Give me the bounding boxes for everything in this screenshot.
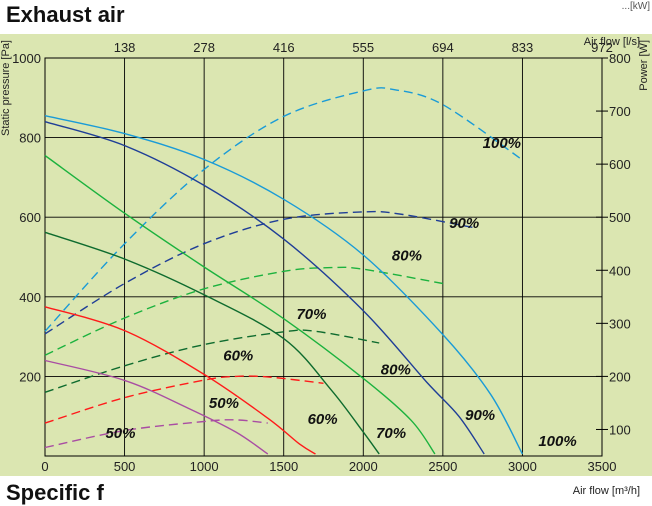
x-tick-label-bottom: 500 [114, 459, 136, 474]
y-tick-label-right: 400 [609, 263, 631, 278]
y-tick-label-right: 100 [609, 422, 631, 437]
y-tick-label-left: 600 [19, 210, 41, 225]
pressure-line-90pct [44, 121, 485, 455]
pressure-line-50pct [44, 359, 269, 455]
x-tick-label-bottom: 2500 [428, 459, 457, 474]
y-tick-label-right: 800 [609, 51, 631, 66]
power-line-90pct [44, 210, 475, 335]
x-tick-label-top: 278 [193, 40, 215, 55]
power-label-100pct: 100% [483, 135, 521, 152]
power-line-60pct [44, 375, 324, 424]
power-label-90pct: 90% [449, 215, 479, 232]
pressure-label-50pct: 50% [105, 425, 135, 442]
y-axis-title-right: Power [W] [638, 40, 650, 91]
y-tick-label-left: 1000 [12, 51, 41, 66]
plot-frame [44, 57, 603, 457]
power-label-50pct: 50% [209, 395, 239, 412]
pressure-label-100pct: 100% [538, 433, 576, 450]
x-tick-label-bottom: 3500 [588, 459, 617, 474]
y-tick-label-right: 700 [609, 104, 631, 119]
power-label-60pct: 60% [223, 347, 253, 364]
y-tick-label-left: 200 [19, 369, 41, 384]
top-right-unit-text: ...[kW] [622, 1, 651, 12]
y-tick-label-right: 300 [609, 316, 631, 331]
x-tick-label-top: 694 [432, 40, 454, 55]
y-tick-label-right: 600 [609, 157, 631, 172]
x-tick-label-top: 138 [114, 40, 136, 55]
pressure-label-90pct: 90% [465, 407, 495, 424]
power-line-50pct [44, 419, 268, 449]
x-axis-title-bottom: Air flow [m³/h] [573, 485, 640, 497]
x-tick-label-top: 555 [352, 40, 374, 55]
power-line-100pct [44, 87, 523, 332]
plot-background [0, 34, 652, 476]
power-label-70pct: 70% [296, 306, 326, 323]
x-tick-label-top: 972 [591, 40, 613, 55]
y-tick-label-left: 400 [19, 290, 41, 305]
next-section-title: Specific f [6, 480, 104, 505]
x-tick-label-bottom: 3000 [508, 459, 537, 474]
x-tick-label-top: 416 [273, 40, 295, 55]
x-tick-label-top: 833 [512, 40, 534, 55]
x-tick-label-bottom: 1500 [269, 459, 298, 474]
y-axis-title-left: Static pressure [Pa] [0, 40, 12, 136]
x-axis-title-top: Air flow [l/s] [584, 36, 640, 48]
x-tick-label-bottom: 2000 [349, 459, 378, 474]
y-tick-label-right: 500 [609, 210, 631, 225]
pressure-label-80pct: 80% [381, 361, 411, 378]
pressure-line-100pct [44, 115, 524, 455]
pressure-line-70pct [44, 231, 380, 455]
y-tick-label-left: 800 [19, 131, 41, 146]
pressure-line-80pct [44, 154, 436, 455]
x-tick-label-bottom: 1000 [190, 459, 219, 474]
y-tick-label-right: 200 [609, 369, 631, 384]
power-line-80pct [44, 266, 444, 356]
x-tick-label-bottom: 0 [41, 459, 48, 474]
pressure-label-70pct: 70% [376, 425, 406, 442]
pressure-line-60pct [44, 306, 316, 455]
power-label-80pct: 80% [392, 248, 422, 265]
power-line-70pct [44, 329, 380, 393]
pressure-label-60pct: 60% [308, 411, 338, 428]
chart-title: Exhaust air [6, 2, 125, 27]
